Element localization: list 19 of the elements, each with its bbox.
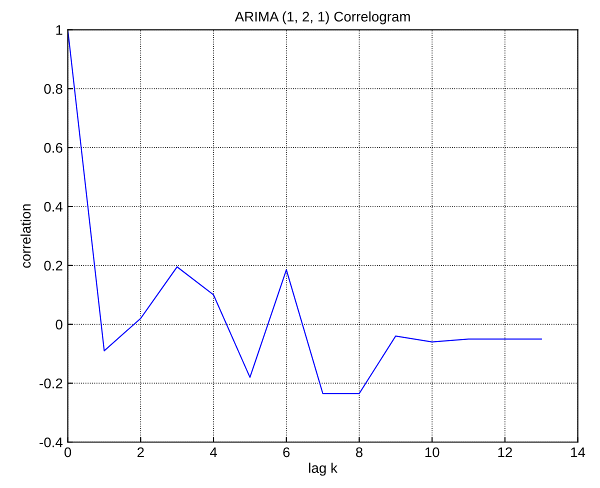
x-tick-label: 0	[64, 447, 72, 458]
x-tick-label: 8	[356, 447, 362, 458]
y-tick-label: 0	[56, 320, 62, 330]
y-tick-label: 1	[56, 25, 62, 35]
x-tick-label: 4	[210, 448, 217, 458]
y-axis-title: correlation	[20, 204, 31, 268]
x-tick-label: 12	[498, 447, 512, 458]
x-axis-title: lag k	[309, 462, 338, 476]
chart-title: ARIMA (1, 2, 1) Correlogram	[234, 11, 410, 24]
x-tick-label: 10	[425, 447, 440, 458]
x-tick-label: 2	[137, 447, 144, 458]
y-tick-label: 0.4	[44, 202, 63, 212]
y-tick-label: 0.6	[44, 142, 62, 153]
y-tick-label: 0.2	[44, 260, 62, 271]
y-tick-label: 0.8	[44, 84, 62, 94]
x-tick-label: 14	[571, 448, 586, 458]
y-tick-label: -0.4	[40, 437, 63, 448]
y-tick-label: -0.2	[40, 378, 62, 388]
x-tick-label: 6	[283, 447, 290, 458]
